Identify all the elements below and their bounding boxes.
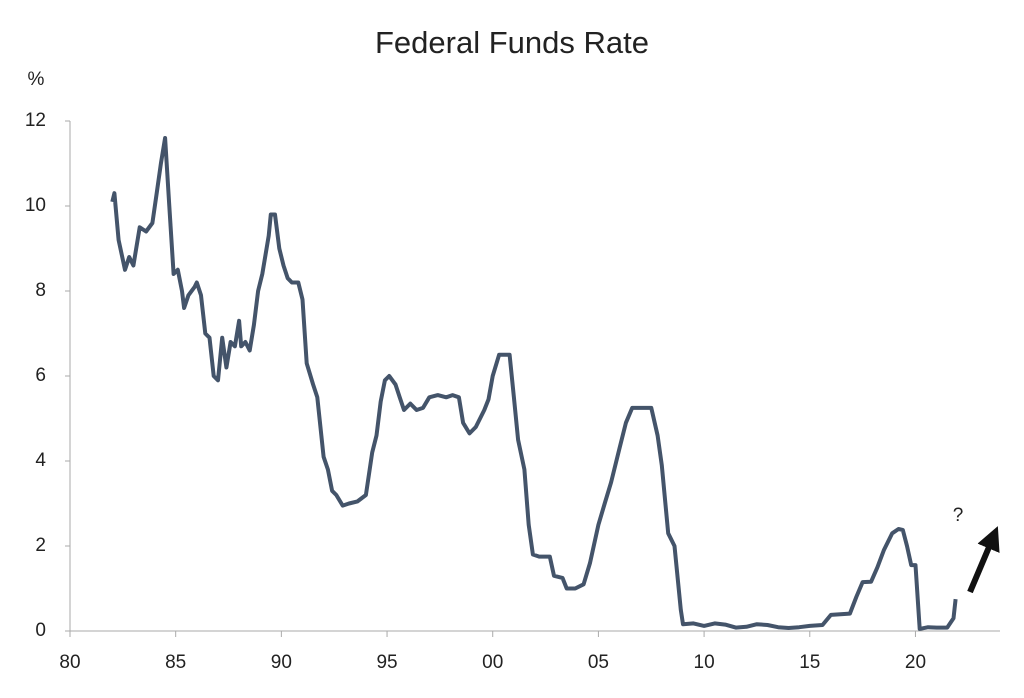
x-tick-label: 90 — [271, 652, 292, 673]
x-tick-label: 00 — [482, 652, 503, 673]
y-tick-label: 12 — [25, 110, 46, 131]
y-tick-label: 2 — [35, 535, 46, 556]
x-tick-label: 80 — [59, 652, 80, 673]
y-tick-label: 6 — [35, 365, 46, 386]
y-tick-label: 0 — [35, 620, 46, 641]
x-tick-label: 10 — [694, 652, 715, 673]
y-tick-label: 4 — [35, 450, 46, 471]
x-tick-label: 95 — [376, 652, 397, 673]
x-tick-label: 20 — [905, 652, 926, 673]
x-tick-label: 05 — [588, 652, 609, 673]
line-series — [110, 136, 958, 631]
x-tick-label: 85 — [165, 652, 186, 673]
arrow — [967, 526, 1000, 594]
y-axis-label: % — [28, 69, 45, 90]
chart-title: Federal Funds Rate — [375, 25, 649, 60]
y-tick-label: 10 — [25, 195, 46, 216]
y-tick-label: 8 — [35, 280, 46, 301]
annotation: ? — [953, 505, 964, 526]
x-tick-label: 15 — [799, 652, 820, 673]
